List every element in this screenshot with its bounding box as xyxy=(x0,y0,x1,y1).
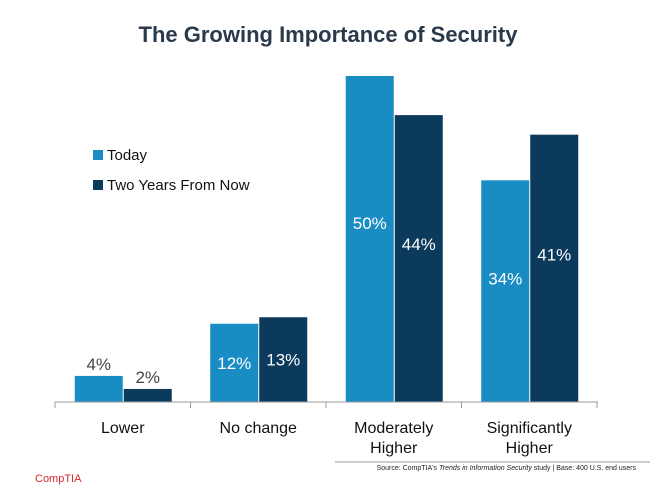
bar-two-years-1 xyxy=(259,317,308,402)
bar-two-years-3 xyxy=(530,134,579,402)
category-label-2: Moderately Higher xyxy=(354,420,433,457)
legend-swatch-1 xyxy=(93,180,103,190)
legend: Today Two Years From Now xyxy=(93,147,250,194)
bar-today-2 xyxy=(345,76,394,402)
data-label-today-1: 12% xyxy=(217,354,251,373)
legend-swatch-0 xyxy=(93,150,103,160)
category-labels: Lower No change Moderately Higher Significan… xyxy=(101,420,572,457)
data-label-two-years-1: 13% xyxy=(266,351,300,370)
bar-two-years-0 xyxy=(123,388,172,402)
source-prefix: Source: CompTIA's xyxy=(377,465,439,472)
bar-today-1 xyxy=(210,323,259,402)
category-label-3: Significantly Higher xyxy=(487,420,572,457)
data-label-two-years-2: 44% xyxy=(402,235,436,254)
data-label-two-years-3: 41% xyxy=(537,245,571,264)
bar-two-years-2 xyxy=(394,115,443,403)
source-suffix: study | Base: 400 U.S. end users xyxy=(532,465,637,472)
data-label-today-2: 50% xyxy=(353,214,387,233)
category-label-0: Lower xyxy=(101,420,145,437)
legend-label-0: Today xyxy=(107,147,148,164)
bar-today-0 xyxy=(74,375,123,402)
category-label-1: No change xyxy=(220,420,297,437)
source-study: Trends in Information Security xyxy=(439,465,532,472)
comptia-logo: CompTIA xyxy=(35,473,82,485)
chart-title: The Growing Importance of Security xyxy=(139,22,519,47)
data-label-today-0: 4% xyxy=(86,355,111,374)
bars-group xyxy=(74,76,579,403)
data-label-today-3: 34% xyxy=(488,270,522,289)
data-label-two-years-0: 2% xyxy=(135,368,160,387)
x-ticks xyxy=(54,402,598,408)
legend-label-1: Two Years From Now xyxy=(107,177,250,194)
bar-today-3 xyxy=(481,180,530,402)
source-note: Source: CompTIA's Trends in Information … xyxy=(377,465,637,472)
bar-labels-group: 4% 2% 12% 13% 50% 44% 34% 41% xyxy=(86,214,571,387)
